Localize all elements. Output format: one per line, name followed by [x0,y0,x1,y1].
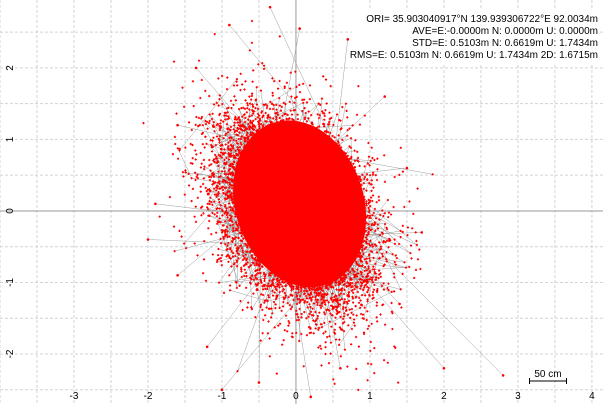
x-tick-label: 4 [589,391,595,402]
x-tick-label: 1 [367,391,373,402]
outlier-point [176,273,179,277]
y-tick-label: -2 [5,349,16,358]
outlier-point [298,27,301,30]
outlier-point [154,202,157,206]
rms-text: RMS=E: 0.5103m N: 0.6619m U: 1.7434m 2D:… [350,50,598,61]
statistics-block: ORI= 35.903040917°N 139.939306722°E 92.0… [350,10,600,64]
scale-bar-label: 50 cm [534,369,561,380]
y-tick-label: 0 [5,208,16,214]
outlier-point [194,66,198,70]
scale-bar: 50 cm [529,369,567,384]
outlier-point [383,95,387,98]
average-text: AVE=E:-0.0000m N: 0.0000m U: 0.0000m [412,26,598,37]
outlier-point [405,166,409,170]
point-density-core [233,120,367,288]
outlier-point [257,381,261,384]
x-tick-label: -3 [70,391,79,402]
stddev-text: STD=E: 0.5103m N: 0.6619m U: 1.7434m [412,38,598,49]
y-tick-label: -1 [5,278,16,287]
outlier-point [146,238,150,241]
x-tick-label: 2 [441,391,447,402]
outlier-point [339,366,342,370]
outlier-point [398,302,401,306]
outlier-point [309,395,313,399]
outlier-point [205,345,209,349]
outlier-point [442,366,446,370]
y-tick-label: 2 [5,65,16,71]
x-tick-label: -1 [218,391,227,402]
outlier-point [501,374,505,377]
outlier-point [220,388,224,391]
data-series [142,5,505,399]
outlier-point [176,123,179,127]
y-tick-label: 1 [5,136,16,142]
origin-text: ORI= 35.903040917°N 139.939306722°E 92.0… [366,14,598,25]
outlier-point [228,23,231,27]
x-tick-label: -2 [144,391,153,402]
x-tick-label: 0 [293,391,299,402]
outlier-point [346,38,350,41]
outlier-point [420,231,424,234]
tick-labels: -3 -2 -1 0 1 2 3 4 -2 -1 0 1 2 [5,65,595,402]
x-tick-label: 3 [515,391,521,402]
outlier-point [268,5,272,9]
